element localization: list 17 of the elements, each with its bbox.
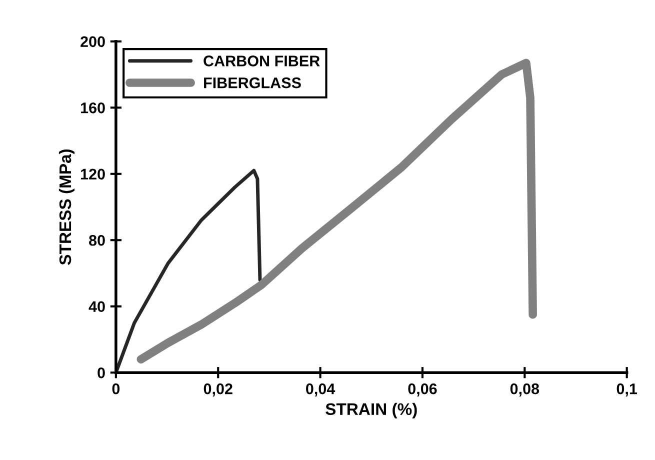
y-axis-title: STRESS (MPa)	[58, 149, 74, 265]
x-tick-label: 0,08	[510, 383, 540, 396]
x-axis-title: STRAIN (%)	[326, 402, 417, 418]
y-tick-label: 160	[80, 102, 105, 114]
legend-label: CARBON FIBER	[204, 56, 320, 66]
y-tick-label: 40	[88, 301, 105, 312]
x-tick-label: 0,02	[204, 383, 232, 396]
x-tick-label: 0,04	[306, 383, 336, 396]
x-tick-label: 0,1	[616, 383, 638, 396]
y-tick-label: 0	[98, 367, 105, 378]
y-tick-label: 120	[80, 168, 105, 180]
x-tick-label: 0,06	[408, 383, 437, 396]
y-tick-label: 80	[89, 234, 105, 246]
y-tick-label: 200	[80, 36, 105, 48]
line-series	[116, 168, 262, 373]
legend-label: FIBERGLASS	[204, 77, 301, 88]
x-tick-label: 0	[112, 383, 120, 394]
